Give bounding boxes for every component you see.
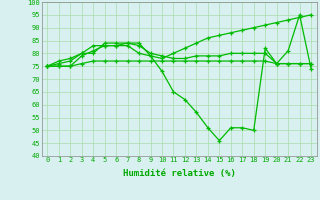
X-axis label: Humidité relative (%): Humidité relative (%) [123, 169, 236, 178]
